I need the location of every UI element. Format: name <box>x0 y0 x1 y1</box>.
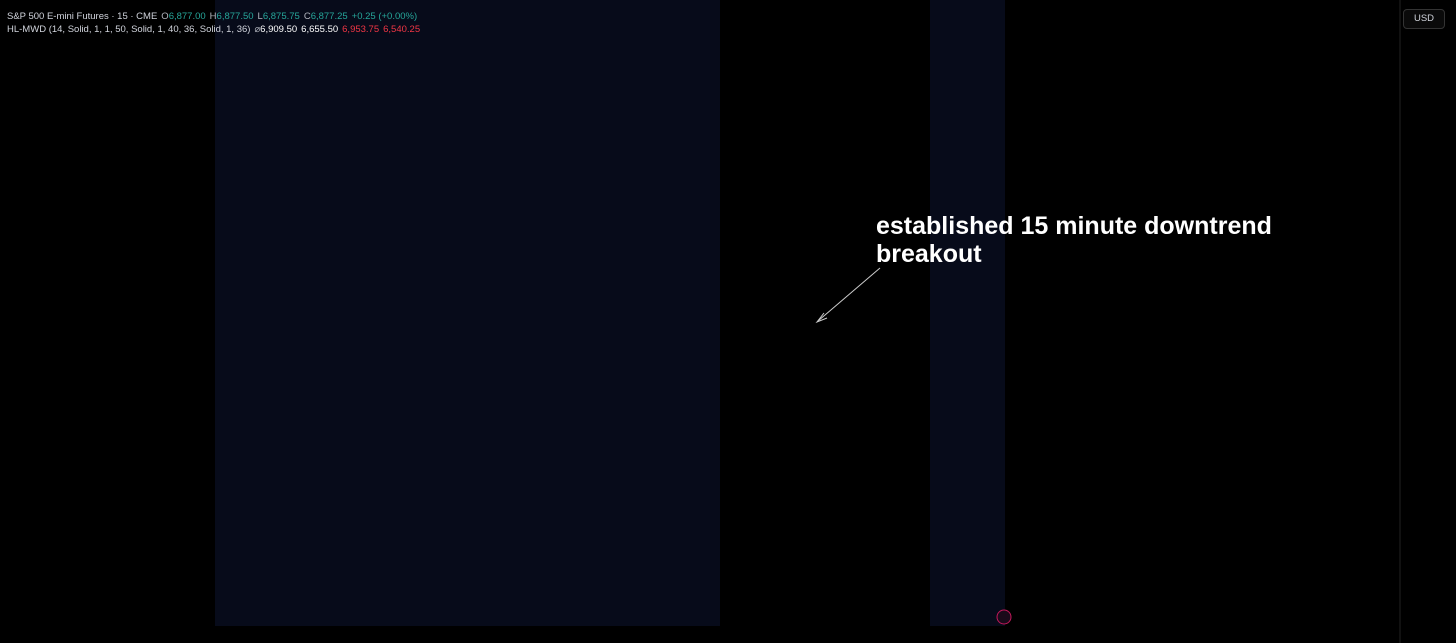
annotation-arrow <box>817 267 881 322</box>
ohlc-key: L <box>257 11 263 22</box>
indicator-symbol: ⌀ <box>254 24 261 35</box>
symbol-legend: S&P 500 E-mini Futures · 15 · CME O6,877.… <box>7 11 421 22</box>
ohlc-key: O <box>161 11 169 22</box>
indicator-legend: HL-MWD (14, Solid, 1, 1, 50, Solid, 1, 4… <box>7 24 424 35</box>
ohlc-value: 6,877.50 <box>216 11 254 22</box>
session-shade <box>930 0 1005 626</box>
session-shade <box>215 0 720 626</box>
indicator-value: 6,953.75 <box>342 24 380 35</box>
ohlc-value: 6,877.00 <box>168 11 206 22</box>
indicator-value: 6,655.50 <box>301 24 339 35</box>
ohlc-value: 6,875.75 <box>262 11 300 22</box>
event-icon <box>996 609 1012 625</box>
currency-button[interactable]: USD <box>1403 9 1445 29</box>
ohlc-key: H <box>209 11 217 22</box>
annotation: established 15 minute downtrend breakout <box>876 212 1272 268</box>
indicator-name: HL-MWD (14, Solid, 1, 1, 50, Solid, 1, 4… <box>7 24 251 35</box>
ohlc-key: C <box>303 11 311 22</box>
arrow-head <box>815 312 828 324</box>
indicator-value: 6,909.50 <box>260 24 298 35</box>
indicator-value: 6,540.25 <box>383 24 421 35</box>
change: +0.25 (+0.00%) <box>351 11 418 22</box>
ohlc-value: 6,877.25 <box>310 11 348 22</box>
symbol: S&P 500 E-mini Futures · 15 · CME <box>7 11 158 22</box>
